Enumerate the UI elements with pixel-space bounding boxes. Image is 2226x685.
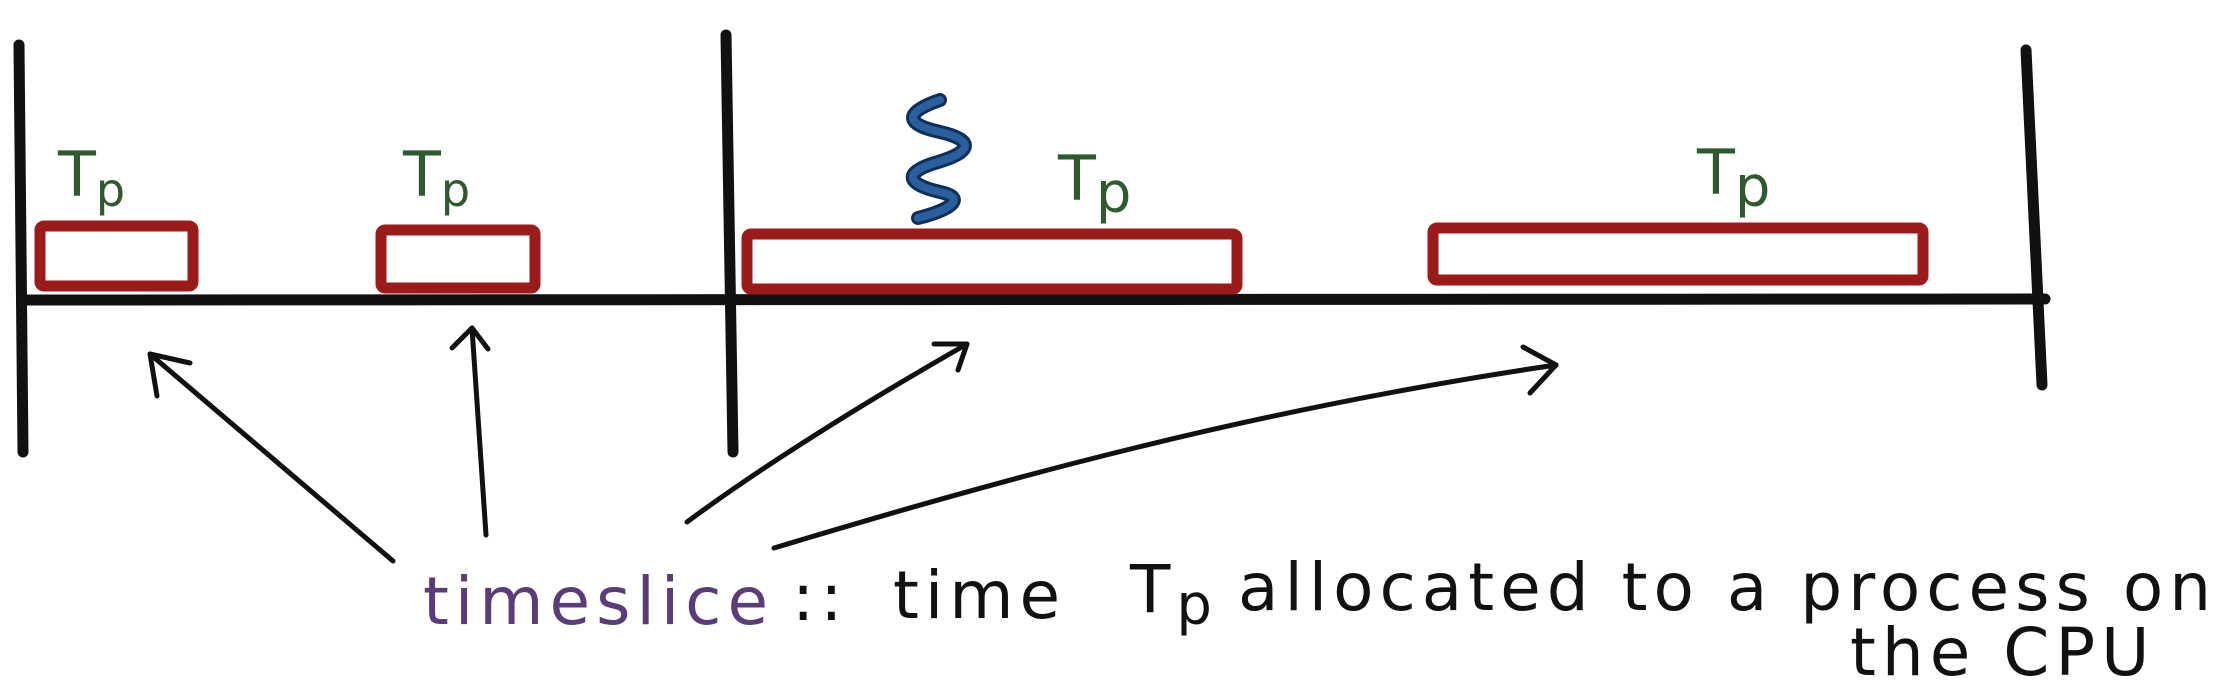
- timeslice-box-4: [1427, 222, 1929, 286]
- timeslice-label-3: Tp: [1057, 142, 1131, 226]
- definition-rest: allocated to a process on: [1238, 549, 2217, 626]
- definition-term: timeslice: [423, 563, 774, 640]
- arrowhead-1: [147, 351, 193, 399]
- arrow-to-slice-3: [684, 341, 970, 525]
- arrow-to-slice-1: [147, 351, 396, 564]
- definition-separator: ::: [792, 559, 848, 636]
- timeslice-label-1: Tp: [57, 138, 125, 217]
- boundary-right: [2020, 44, 2048, 391]
- definition-symbol: Tp: [1129, 551, 1218, 638]
- arrow-to-slice-4: [771, 362, 1559, 551]
- arrow-to-slice-2: [469, 325, 489, 538]
- boundary-left: [13, 39, 29, 458]
- arrowhead-3: [931, 341, 970, 373]
- arrowhead-4: [1520, 344, 1559, 396]
- definition-continuation: the CPU: [1850, 614, 2155, 685]
- boundary-middle: [720, 29, 739, 458]
- timeslice-label-4: Tp: [1696, 136, 1770, 220]
- timeslice-box-3: [741, 228, 1243, 295]
- timeslice-label-2: Tp: [402, 138, 470, 217]
- arrowhead-2: [449, 325, 491, 352]
- timeslice-box-1: [34, 220, 199, 292]
- definition-time-word: time: [893, 557, 1066, 634]
- timeslice-box-2: [375, 224, 541, 294]
- timeline-axis: [16, 293, 2051, 306]
